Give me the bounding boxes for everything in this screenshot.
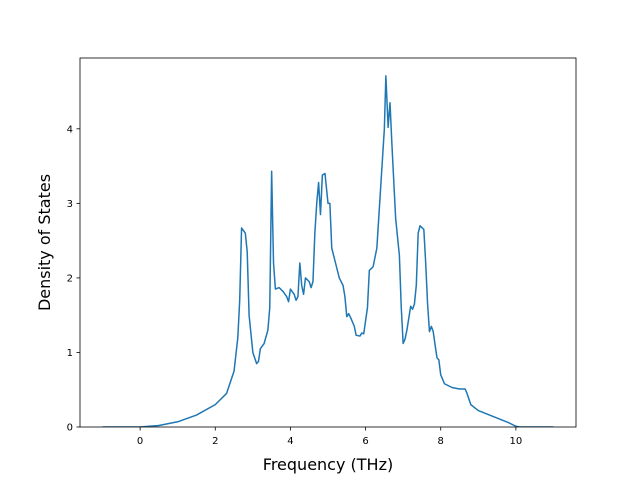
x-tick-label: 4 [287,436,293,447]
x-tick-label: 0 [137,436,143,447]
y-tick-label: 0 [67,423,73,434]
y-tick-label: 3 [67,199,73,210]
x-axis-label: Frequency (THz) [263,455,393,474]
x-tick-label: 6 [362,436,368,447]
y-tick-label: 1 [67,348,73,359]
line [102,75,554,427]
y-axis-label: Density of States [35,174,54,311]
x-tick-label: 8 [438,436,444,447]
x-tick-label: 10 [510,436,523,447]
y-tick-label: 2 [67,273,73,284]
x-tick-label: 2 [212,436,218,447]
y-tick-label: 4 [67,124,73,135]
plot-frame [79,57,577,428]
